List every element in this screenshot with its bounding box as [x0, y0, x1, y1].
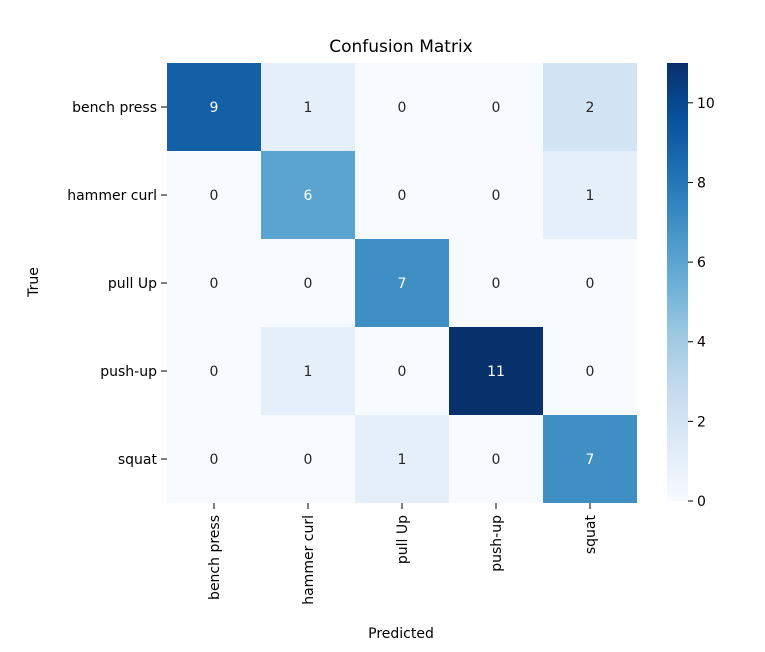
heatmap-cell: [355, 239, 449, 327]
cell-value-label: 9: [210, 100, 219, 116]
y-axis: bench press hammer curl pull Up push-up squa…: [67, 100, 167, 468]
heatmap-cell: [167, 327, 261, 415]
x-tick-label: hammer curl: [301, 515, 317, 605]
colorbar-ticks: 0 2 4 6 8 10: [688, 96, 715, 510]
y-tick-label: squat: [118, 452, 158, 468]
x-tick-label: push-up: [489, 515, 505, 572]
cell-value-label: 0: [210, 364, 219, 380]
colorbar: [667, 63, 688, 501]
heatmap-cells: 9 1 0 0 2 0 6 0 0 1 0 0 7 0 0 0 1 0 11 0 0 0 1 0 7: [167, 63, 637, 503]
chart-title: Confusion Matrix: [329, 37, 473, 57]
y-tick-label: bench press: [72, 100, 157, 116]
heatmap-cell: [167, 239, 261, 327]
heatmap-cell: [449, 239, 543, 327]
heatmap-cell: [355, 415, 449, 503]
heatmap-cell: [449, 151, 543, 239]
heatmap-cell: [261, 239, 355, 327]
cell-value-label: 0: [210, 452, 219, 468]
y-tick-label: pull Up: [108, 276, 157, 292]
heatmap-cell: [167, 63, 261, 151]
cell-value-label: 0: [586, 276, 595, 292]
colorbar-tick-label: 2: [697, 414, 706, 430]
cell-value-label: 0: [210, 276, 219, 292]
x-tick-label: squat: [583, 514, 599, 554]
cell-value-label: 7: [586, 452, 595, 468]
heatmap-cell: [355, 151, 449, 239]
y-axis-label: True: [26, 267, 42, 298]
colorbar-tick-label: 4: [697, 335, 706, 351]
heatmap-cell: [261, 415, 355, 503]
heatmap-cell: [355, 63, 449, 151]
x-axis: bench press hammer curl pull Up push-up squa…: [207, 503, 599, 605]
y-tick-label: hammer curl: [67, 188, 157, 204]
cell-value-label: 0: [304, 276, 313, 292]
heatmap-cell: [543, 151, 637, 239]
heatmap-cell: [449, 327, 543, 415]
heatmap-cell: [261, 327, 355, 415]
cell-value-label: 0: [492, 188, 501, 204]
cell-value-label: 6: [304, 188, 313, 204]
colorbar-tick-label: 10: [697, 96, 715, 112]
cell-value-label: 0: [492, 100, 501, 116]
cell-value-label: 0: [398, 188, 407, 204]
heatmap-cell: [543, 63, 637, 151]
cell-value-label: 0: [398, 364, 407, 380]
heatmap-cell: [261, 63, 355, 151]
heatmap-cell: [449, 415, 543, 503]
colorbar-tick-label: 6: [697, 255, 706, 271]
cell-value-label: 1: [304, 100, 313, 116]
cell-value-label: 1: [398, 452, 407, 468]
heatmap-cell: [261, 151, 355, 239]
cell-value-label: 2: [586, 100, 595, 116]
x-axis-label: Predicted: [368, 626, 434, 642]
x-tick-label: bench press: [207, 515, 223, 600]
heatmap-cell: [449, 63, 543, 151]
heatmap-cell: [543, 327, 637, 415]
cell-value-label: 0: [492, 452, 501, 468]
cell-value-label: 7: [398, 276, 407, 292]
cell-value-label: 0: [586, 364, 595, 380]
cell-value-label: 0: [210, 188, 219, 204]
cell-value-label: 0: [304, 452, 313, 468]
cell-value-label: 0: [398, 100, 407, 116]
cell-value-label: 1: [304, 364, 313, 380]
x-tick-label: pull Up: [395, 515, 411, 564]
cell-value-label: 1: [586, 188, 595, 204]
heatmap-cell: [355, 327, 449, 415]
heatmap-cell: [167, 415, 261, 503]
y-tick-label: push-up: [100, 364, 157, 380]
heatmap-cell: [167, 151, 261, 239]
cell-value-label: 0: [492, 276, 501, 292]
heatmap-cell: [543, 415, 637, 503]
colorbar-tick-label: 8: [697, 175, 706, 191]
colorbar-tick-label: 0: [697, 494, 706, 510]
heatmap-cell: [543, 239, 637, 327]
cell-value-label: 11: [487, 364, 505, 380]
